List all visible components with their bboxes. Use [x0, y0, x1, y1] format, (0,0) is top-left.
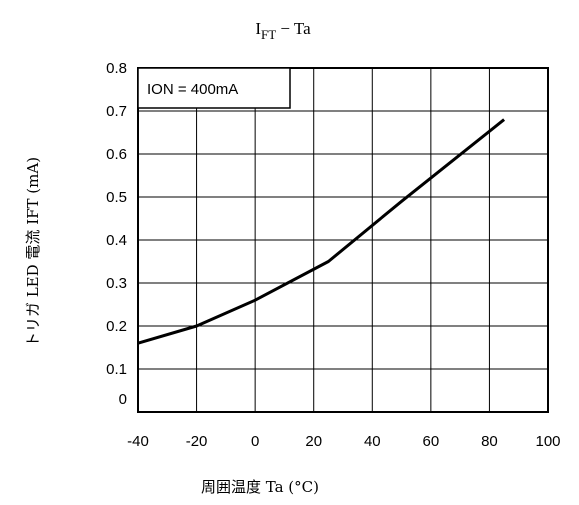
y-tick-label: 0 — [119, 391, 127, 408]
legend-box — [137, 67, 291, 109]
x-tick-label: 20 — [305, 433, 322, 450]
y-tick-label: 0.6 — [106, 146, 127, 163]
x-tick-label: -20 — [186, 433, 208, 450]
grid-lines — [137, 67, 549, 413]
legend: ION = 400mA — [137, 67, 291, 109]
x-axis-label: 周囲温度 Ta (°C) — [201, 478, 319, 496]
y-tick-labels: 0 0.1 0.2 0.3 0.4 0.5 0.6 0.7 0.8 — [106, 60, 127, 408]
y-tick-label: 0.4 — [106, 232, 127, 249]
y-tick-label: 0.7 — [106, 103, 127, 120]
y-axis-label: トリガ LED 電流 IFT (mA) — [24, 157, 42, 347]
y-tick-label: 0.1 — [106, 361, 127, 378]
x-tick-label: -40 — [127, 433, 149, 450]
x-tick-label: 80 — [481, 433, 498, 450]
plot-frame — [137, 67, 549, 413]
legend-text: ION = 400mA — [147, 81, 238, 98]
x-tick-label: 0 — [251, 433, 259, 450]
x-tick-label: 60 — [423, 433, 440, 450]
x-tick-label: 40 — [364, 433, 381, 450]
series-line — [137, 118, 506, 345]
y-tick-label: 0.3 — [106, 275, 127, 292]
x-tick-labels: -40 -20 0 20 40 60 80 100 — [127, 433, 560, 450]
y-tick-label: 0.5 — [106, 189, 127, 206]
chart-title: IFT − Ta — [255, 19, 311, 42]
x-tick-label: 100 — [535, 433, 560, 450]
curve-layer — [137, 118, 506, 345]
y-tick-label: 0.8 — [106, 60, 127, 77]
y-tick-label: 0.2 — [106, 318, 127, 335]
